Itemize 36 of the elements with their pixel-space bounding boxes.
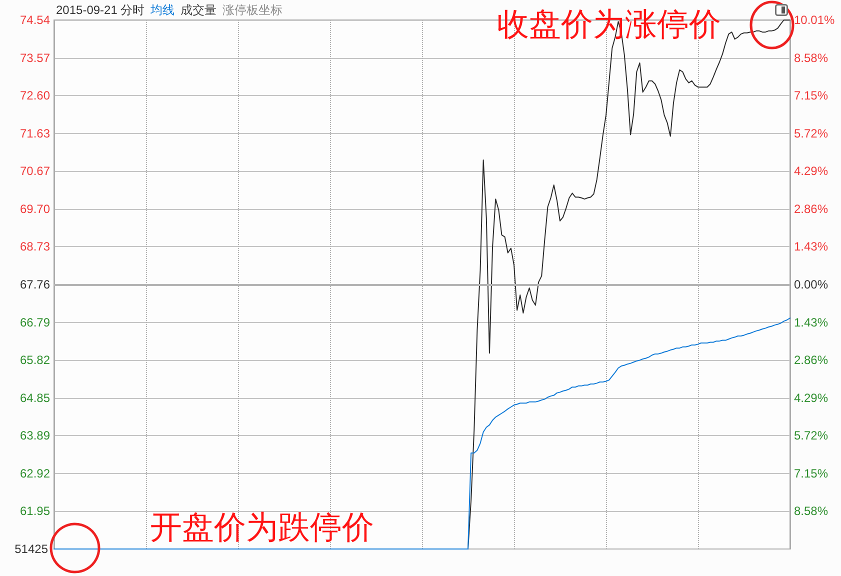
- chart-title: 2015-09-21 分时: [56, 3, 145, 17]
- y2-tick-label: 10.01%: [794, 13, 836, 27]
- y2-tick-label: 2.86%: [794, 202, 828, 216]
- y-tick-label: 65.82: [20, 353, 50, 368]
- y-tick-label: 62.92: [20, 466, 50, 480]
- y2-tick-label: 7.15%: [794, 88, 828, 103]
- y2-tick-label: 5.72%: [794, 126, 828, 140]
- y-tick-label: 67.76: [20, 278, 50, 292]
- y-tick-label: 70.67: [20, 164, 50, 178]
- text: 涨停板坐标: [222, 3, 283, 17]
- y2-tick-label: 0.00%: [794, 278, 828, 292]
- y2-tick-label: 2.86%: [794, 353, 828, 368]
- text: 成交量: [180, 3, 217, 17]
- y-tick-label: 73.57: [20, 50, 50, 65]
- y-tick-label: 72.60: [20, 88, 50, 103]
- annotation: 收盘价为涨停价: [497, 6, 721, 42]
- y-tick-label: 61.95: [20, 504, 50, 518]
- y2-tick-label: 1.43%: [794, 315, 828, 330]
- line-series: [54, 318, 790, 550]
- y-tick-label: 66.79: [20, 315, 50, 330]
- y2-tick-label: 4.29%: [794, 390, 828, 405]
- y-tick-label: 68.73: [20, 240, 50, 254]
- y-tick-label: 69.70: [20, 202, 50, 216]
- y-tick-label: 74.54: [20, 13, 50, 27]
- y2-tick-label: 5.72%: [794, 428, 828, 443]
- text: 51425: [14, 542, 48, 556]
- y-tick-label: 71.63: [20, 126, 50, 141]
- y2-tick-label: 8.58%: [794, 504, 828, 518]
- y2-tick-label: 8.58%: [794, 50, 828, 65]
- y-tick-label: 63.89: [20, 428, 50, 442]
- y2-tick-label: 1.43%: [794, 240, 828, 254]
- text: 均线: [150, 3, 175, 17]
- y2-tick-label: 4.29%: [794, 164, 828, 178]
- annotation: 开盘价为跌停价: [150, 509, 374, 545]
- y2-tick-label: 7.15%: [794, 466, 828, 480]
- y-tick-label: 64.85: [20, 391, 50, 406]
